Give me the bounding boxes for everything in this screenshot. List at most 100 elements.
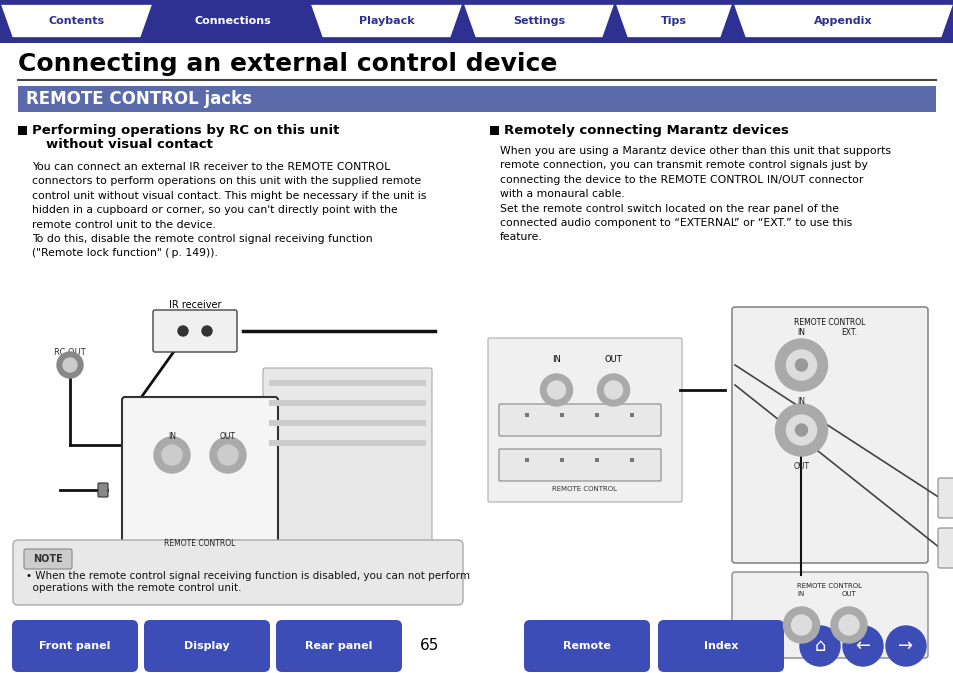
Text: ⌂: ⌂ — [814, 637, 825, 655]
Text: Rear panel: Rear panel — [305, 641, 373, 651]
FancyBboxPatch shape — [523, 620, 649, 672]
Text: Settings: Settings — [513, 16, 564, 26]
Circle shape — [597, 374, 629, 406]
Bar — [629, 413, 634, 417]
Text: REMOTE CONTROL: REMOTE CONTROL — [164, 539, 235, 548]
Bar — [269, 400, 426, 406]
Text: OUT: OUT — [793, 462, 809, 471]
Circle shape — [202, 326, 212, 336]
FancyBboxPatch shape — [12, 620, 138, 672]
FancyBboxPatch shape — [122, 397, 277, 563]
FancyBboxPatch shape — [937, 528, 953, 568]
Circle shape — [842, 626, 882, 666]
Circle shape — [162, 445, 182, 465]
Text: Remote: Remote — [562, 641, 610, 651]
Bar — [0, 40, 953, 43]
Text: REMOTE CONTROL: REMOTE CONTROL — [797, 583, 862, 589]
Text: • When the remote control signal receiving function is disabled, you can not per: • When the remote control signal receivi… — [26, 571, 470, 581]
Bar — [18, 86, 935, 112]
Circle shape — [218, 445, 237, 465]
Circle shape — [785, 350, 816, 380]
Text: Front panel: Front panel — [39, 641, 111, 651]
Polygon shape — [732, 4, 953, 38]
Bar — [0, 0, 953, 40]
Circle shape — [795, 424, 806, 436]
Text: Remotely connecting Marantz devices: Remotely connecting Marantz devices — [503, 124, 788, 137]
Bar — [490, 126, 498, 135]
Polygon shape — [310, 4, 462, 38]
Bar — [18, 126, 27, 135]
Text: IR receiver: IR receiver — [169, 300, 221, 310]
FancyBboxPatch shape — [275, 620, 401, 672]
Bar — [559, 458, 563, 462]
Bar — [559, 413, 563, 417]
Polygon shape — [462, 4, 615, 38]
Text: Playback: Playback — [358, 16, 414, 26]
Circle shape — [775, 404, 826, 456]
Circle shape — [547, 381, 565, 399]
Polygon shape — [0, 4, 152, 38]
Circle shape — [795, 359, 806, 371]
Circle shape — [178, 326, 188, 336]
Circle shape — [830, 607, 866, 643]
Bar — [269, 380, 426, 386]
Text: Connecting an external control device: Connecting an external control device — [18, 52, 557, 76]
FancyBboxPatch shape — [98, 483, 108, 497]
Text: IN: IN — [797, 328, 804, 337]
Text: When you are using a Marantz device other than this unit that supports
remote co: When you are using a Marantz device othe… — [499, 146, 890, 242]
Text: You can connect an external IR receiver to the REMOTE CONTROL
connectors to perf: You can connect an external IR receiver … — [32, 162, 426, 258]
Text: EXT.: EXT. — [841, 328, 856, 337]
Bar — [524, 413, 529, 417]
Text: REMOTE CONTROL: REMOTE CONTROL — [794, 318, 864, 327]
Polygon shape — [615, 4, 732, 38]
Polygon shape — [154, 4, 310, 38]
Text: OUT: OUT — [841, 591, 856, 597]
Circle shape — [210, 437, 246, 473]
Circle shape — [540, 374, 572, 406]
Bar — [595, 458, 598, 462]
Circle shape — [57, 352, 83, 378]
Circle shape — [782, 607, 819, 643]
Bar — [269, 440, 426, 446]
Text: Tips: Tips — [660, 16, 686, 26]
FancyBboxPatch shape — [263, 368, 432, 602]
Circle shape — [791, 615, 811, 635]
Circle shape — [63, 358, 77, 372]
FancyBboxPatch shape — [937, 478, 953, 518]
Text: IN: IN — [797, 397, 804, 406]
FancyBboxPatch shape — [731, 572, 927, 658]
Text: OUT: OUT — [604, 355, 621, 364]
Text: without visual contact: without visual contact — [46, 138, 213, 151]
Text: OUT: OUT — [220, 432, 235, 441]
Bar — [269, 420, 426, 426]
Circle shape — [785, 415, 816, 445]
Circle shape — [775, 339, 826, 391]
Text: Index: Index — [703, 641, 738, 651]
Text: RC OUT: RC OUT — [54, 348, 86, 357]
Text: REMOTE CONTROL: REMOTE CONTROL — [552, 486, 617, 492]
Bar — [595, 413, 598, 417]
Text: IN: IN — [552, 355, 560, 364]
Text: Performing operations by RC on this unit: Performing operations by RC on this unit — [32, 124, 339, 137]
Text: →: → — [898, 637, 913, 655]
Circle shape — [885, 626, 925, 666]
Text: IN: IN — [168, 432, 175, 441]
Text: 65: 65 — [420, 639, 439, 653]
FancyBboxPatch shape — [498, 449, 660, 481]
FancyBboxPatch shape — [13, 540, 462, 605]
FancyBboxPatch shape — [731, 307, 927, 563]
Text: Contents: Contents — [49, 16, 105, 26]
Text: ←: ← — [855, 637, 870, 655]
Bar — [629, 458, 634, 462]
Text: Appendix: Appendix — [814, 16, 872, 26]
FancyBboxPatch shape — [658, 620, 783, 672]
Text: operations with the remote control unit.: operations with the remote control unit. — [26, 583, 241, 593]
FancyBboxPatch shape — [24, 549, 71, 569]
Circle shape — [838, 615, 858, 635]
FancyBboxPatch shape — [152, 310, 236, 352]
Bar — [524, 458, 529, 462]
Circle shape — [800, 626, 840, 666]
FancyBboxPatch shape — [498, 404, 660, 436]
Text: IN: IN — [797, 591, 804, 597]
FancyBboxPatch shape — [488, 338, 681, 502]
